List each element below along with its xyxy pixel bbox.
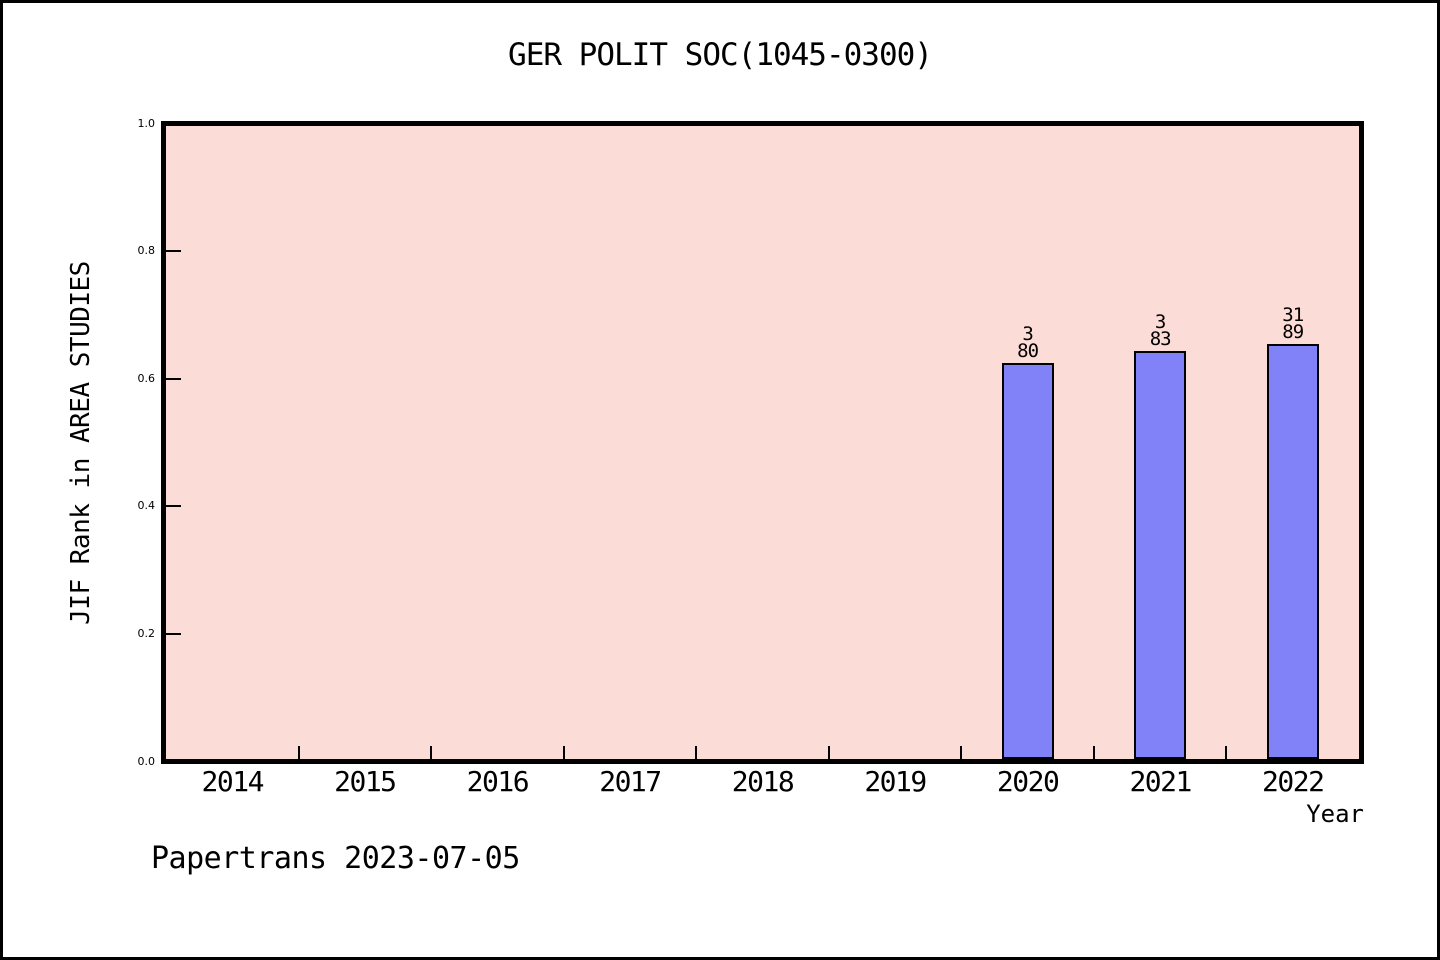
y-axis-label: JIF Rank in AREA STUDIES: [66, 261, 96, 625]
bar-2022: [1266, 344, 1319, 759]
y-axis-tick-label: 0.2: [137, 626, 156, 640]
y-axis-tick: [166, 632, 181, 635]
x-axis-tick: [695, 746, 698, 759]
x-axis-tick: [1092, 746, 1095, 759]
bar-rank-value: 3: [1022, 323, 1033, 346]
y-axis-tick-label: 0.6: [137, 371, 156, 385]
bar-total-value: 89: [1282, 321, 1304, 344]
x-axis-tick-label: 2015: [334, 765, 397, 798]
y-axis-tick-label: 0.0: [137, 754, 156, 768]
x-axis-label: Year: [1306, 800, 1364, 828]
x-axis-tick-label: 2014: [201, 765, 265, 798]
x-axis-tick: [827, 746, 830, 759]
x-axis-tick-label: 2018: [731, 765, 795, 798]
y-axis-tick: [166, 760, 181, 763]
y-axis-tick-label: 0.8: [137, 244, 156, 258]
x-axis-tick: [297, 746, 300, 759]
bar-rank-value: 31: [1282, 304, 1304, 327]
x-axis-tick: [562, 746, 565, 759]
bar-rank-value: 3: [1154, 310, 1166, 333]
bar-2020: [1001, 363, 1054, 759]
chart-title: GER POLIT SOC(1045-0300): [508, 37, 933, 73]
bar-value-label-2022: 31 89: [1228, 304, 1358, 344]
y-axis-tick: [166, 377, 181, 380]
bar-value-label-2020: 3 80: [963, 323, 1093, 363]
y-axis-tick-label: 1.0: [137, 116, 156, 130]
x-axis-tick-label: 2017: [599, 765, 662, 798]
y-axis-tick: [166, 505, 181, 508]
y-axis-tick-label: 0.4: [137, 499, 156, 513]
bar-total-value: 83: [1149, 327, 1172, 350]
x-axis-tick-label: 2019: [864, 765, 927, 798]
chart-figure: GER POLIT SOC(1045-0300) JIF Rank in ARE…: [3, 3, 1437, 957]
watermark-text: Papertrans 2023-07-05: [151, 841, 520, 876]
bar-total-value: 80: [1017, 340, 1039, 363]
x-axis-tick-label: 2016: [466, 765, 530, 798]
x-axis-tick-label: 2021: [1129, 765, 1192, 798]
x-axis-tick: [1225, 746, 1228, 759]
bar-value-label-2021: 3 83: [1095, 310, 1225, 350]
y-axis-tick: [166, 122, 181, 125]
x-axis-tick: [430, 746, 433, 759]
y-axis-tick: [166, 250, 181, 253]
x-axis-tick-label: 2020: [996, 765, 1060, 798]
bar-2021: [1134, 350, 1187, 759]
x-axis-tick: [960, 746, 963, 759]
x-axis-tick-label: 2022: [1262, 765, 1325, 798]
